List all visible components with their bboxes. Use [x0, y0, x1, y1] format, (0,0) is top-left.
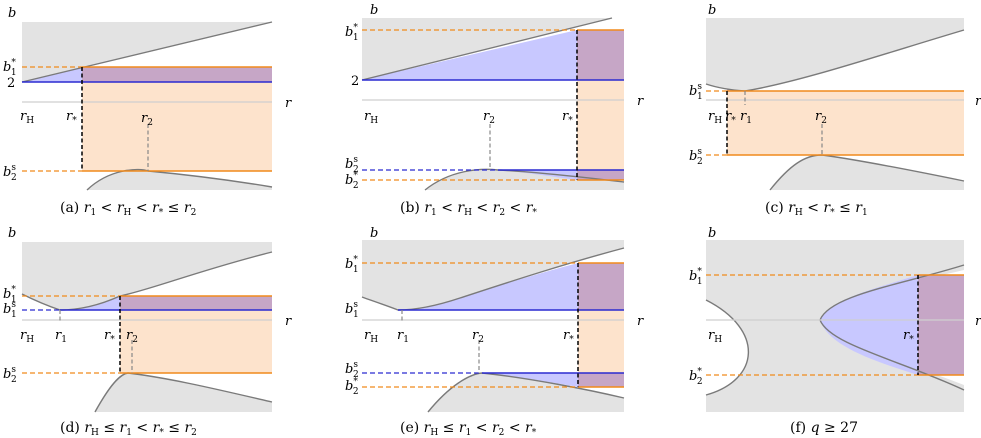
panel-e-r-axis-label: r: [637, 314, 644, 329]
panel-a-b1star-label: b* 1: [3, 58, 17, 78]
panel-b-blue-bottom: [498, 170, 577, 180]
panel-e-rH-label: rH: [364, 328, 378, 345]
panel-d-peach-region: [120, 310, 272, 373]
panel-c-gray-bottom: [770, 155, 964, 190]
panel-a-b-axis-label: b: [8, 6, 16, 21]
panel-d-b-axis-label: b: [8, 226, 16, 241]
panel-d-gray-bottom: [95, 373, 272, 412]
panel-c-rH-label: rH: [708, 109, 722, 126]
panel-a-r-axis-label: r: [285, 96, 292, 111]
panel-f-caption: (f) q ≥ 27: [790, 420, 858, 436]
panel-c-peach-region: [727, 91, 964, 155]
panel-a-rH-label: rH: [20, 109, 34, 126]
panel-b-b-axis-label: b: [370, 3, 378, 18]
panel-f-b-axis-label: b: [708, 226, 716, 241]
panel-a-peach-region: [82, 82, 272, 171]
panel-d-upper-curve: [21, 251, 273, 311]
panel-d-b1s-label: bs 1: [3, 300, 17, 320]
panel-c: b r bs 1 rH r* r1 r2 bs 2 (c) rH < r* ≤ r1: [689, 3, 981, 218]
panel-a-two-label: 2: [7, 76, 15, 91]
panel-a: b r b* 1 2 rH r* r2 bs 2 (a) r1 < rH < r* …: [3, 6, 292, 218]
panel-d-r1-label: r1: [55, 328, 67, 345]
panel-b-b2star-label: b* 2: [345, 171, 359, 191]
panel-e-gray-bottom: [428, 373, 624, 412]
panel-e-b-axis-label: b: [370, 226, 378, 241]
panel-d-purple-region: [120, 296, 272, 310]
panel-e-b1star-label: b* 1: [345, 255, 359, 275]
panel-a-b2s-label: bs 2: [3, 163, 17, 183]
panel-e-gray-top: [362, 240, 624, 310]
panel-d-rH-label: rH: [20, 328, 34, 345]
panel-d-lower-curve: [94, 372, 273, 413]
panel-a-purple-region: [82, 67, 272, 82]
panel-b-rstar-label: r*: [562, 109, 573, 126]
panel-b-r-axis-label: r: [637, 94, 644, 109]
panel-d-gray-top: [22, 242, 272, 310]
panel-a-caption: (a) r1 < rH < r* ≤ r2: [60, 200, 196, 218]
panel-d-r2-label: r2: [126, 328, 138, 345]
panel-f-left-curve: [705, 299, 750, 396]
panel-f-purple-region: [918, 275, 964, 375]
panel-a-gray-top: [22, 22, 272, 82]
panel-f-b2star-label: b* 2: [689, 367, 703, 387]
panel-e-peach-region: [578, 310, 624, 373]
panel-e-purple-top: [578, 263, 624, 310]
panel-e-b1s-label: bs 1: [345, 300, 359, 320]
panel-b-rH-label: rH: [364, 109, 378, 126]
panel-b-purple-top: [577, 30, 624, 80]
panel-e-blue-top: [398, 263, 578, 310]
panel-d-rstar-label: r*: [104, 328, 115, 345]
panel-a-r2-label: r2: [141, 111, 153, 128]
panel-c-r2-label: r2: [815, 109, 827, 126]
panel-a-gray-bottom: [87, 169, 272, 190]
panel-b-purple-bottom: [577, 170, 624, 180]
panel-d-r-axis-label: r: [285, 314, 292, 329]
panel-e-caption: (e) rH ≤ r1 < r2 < r*: [400, 420, 537, 438]
panel-b: b r b* 1 2 rH r2 r* bs 2 b* 2 (b) r1 < rH <…: [345, 3, 644, 218]
panel-b-b1star-label: b* 1: [345, 23, 359, 43]
panel-c-rstar-label: r*: [725, 109, 736, 126]
panel-d-blue-region: [60, 296, 120, 310]
panel-c-upper-curve: [705, 29, 965, 92]
panel-b-two-label: 2: [351, 74, 359, 89]
panel-f-rH-label: rH: [708, 328, 722, 345]
panel-a-upper-curve: [21, 21, 273, 83]
panel-a-rstar-label: r*: [66, 109, 77, 126]
panel-e-b2star-label: b* 2: [345, 377, 359, 397]
panel-c-r-axis-label: r: [975, 94, 981, 109]
panel-b-r2-label: r2: [483, 109, 495, 126]
panel-c-b2s-label: bs 2: [689, 147, 703, 167]
panel-e-r2-label: r2: [472, 328, 484, 345]
panel-e-blue-bottom: [482, 373, 578, 387]
panel-c-b-axis-label: b: [708, 3, 716, 18]
panel-b-peach-region: [577, 80, 624, 170]
panel-b-blue-top: [362, 30, 577, 80]
panel-e-lower-curve: [427, 372, 625, 413]
panel-f-rstar-label: r*: [903, 328, 914, 345]
panel-c-lower-curve: [769, 154, 965, 191]
panel-d-caption: (d) rH ≤ r1 < r* ≤ r2: [60, 420, 197, 438]
panel-e-rstar-label: r*: [563, 328, 574, 345]
panel-c-gray-top: [706, 18, 964, 91]
panel-d-b2s-label: bs 2: [3, 365, 17, 385]
panel-f-r-axis-label: r: [975, 314, 981, 329]
panel-c-r1-label: r1: [740, 109, 752, 126]
panel-e-upper-curve: [361, 247, 625, 311]
panel-f-b1star-label: b* 1: [689, 267, 703, 287]
panel-d-b1star-label: b* 1: [3, 285, 17, 305]
panel-e: b r b* 1 bs 1 rH r1 r2 r* bs 2 b* 2 (e) rH ≤…: [345, 226, 644, 438]
panel-f: b r b* 1 rH r* b* 2 (f) q ≥ 27: [689, 226, 981, 436]
panel-b-upper-curve: [361, 17, 613, 81]
panel-c-b1s-label: bs 1: [689, 82, 703, 102]
panel-d: b r b* 1 bs 1 rH r1 r* r2 bs 2 (d) rH ≤ r1 …: [3, 226, 292, 438]
panel-e-purple-bottom: [578, 373, 624, 387]
panel-b-caption: (b) r1 < rH < r2 < r*: [400, 200, 537, 218]
panel-c-caption: (c) rH < r* ≤ r1: [765, 200, 868, 218]
panel-e-b2s-label: bs 2: [345, 360, 359, 380]
panel-b-b2s-label: bs 2: [345, 155, 359, 175]
panel-e-r1-label: r1: [397, 328, 409, 345]
